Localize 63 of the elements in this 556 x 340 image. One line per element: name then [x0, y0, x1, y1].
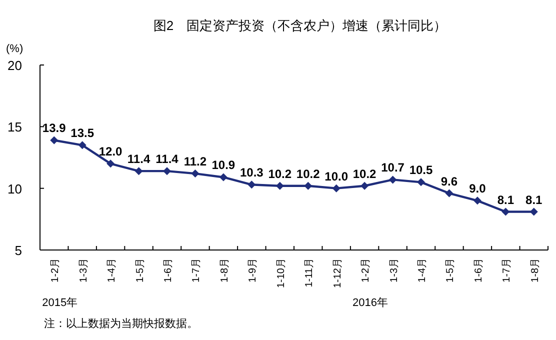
point	[134, 167, 143, 176]
data-label: 9.6	[440, 174, 458, 188]
x-tick-label: 1-8月	[219, 258, 230, 282]
text: 注：以上数据为当期快报数据。	[44, 317, 198, 330]
data-label: 10.9	[212, 158, 236, 172]
y-tick-label: 10	[8, 181, 22, 196]
point	[473, 196, 482, 205]
point	[332, 184, 340, 192]
x-tick-label: 1-12月	[332, 258, 344, 288]
y-tick-label: 15	[8, 120, 22, 135]
text: 2016年	[352, 297, 388, 309]
point	[530, 208, 538, 216]
data-label: 10.3	[240, 166, 264, 180]
data-label: 9.0	[469, 182, 486, 196]
point	[502, 208, 510, 216]
y-tick-label: 20	[8, 58, 22, 73]
x-tick-label: 1-6月	[163, 258, 174, 282]
point	[248, 180, 256, 189]
x-tick-label: 1-7月	[191, 258, 202, 282]
point	[191, 170, 200, 178]
x-tick-label: 1-8月	[530, 258, 541, 282]
data-label: 10.2	[296, 166, 320, 181]
point	[360, 182, 369, 190]
data-label: 10.0	[324, 169, 348, 184]
data-label: 8.1	[526, 192, 543, 207]
data-label: 10.5	[409, 163, 433, 178]
data-label: 11.2	[184, 154, 207, 169]
point	[219, 173, 228, 182]
x-tick-label: 1-7月	[502, 258, 513, 282]
x-tick-label: 1-2月	[50, 258, 62, 282]
x-tick-label: 1-6月	[473, 258, 484, 282]
data-label: 13.5	[70, 126, 94, 140]
data-label: 12.0	[98, 144, 123, 159]
data-label: 10.2	[352, 166, 377, 181]
data-label: 11.4	[127, 152, 150, 166]
data-label: 10.7	[381, 160, 405, 175]
x-tick-label: 1-4月	[106, 258, 118, 282]
point	[417, 178, 425, 186]
x-tick-label: 1-10月	[276, 258, 287, 288]
x-tick-label: 1-5月	[134, 258, 146, 282]
x-tick-label: 1-9月	[248, 258, 259, 282]
point	[163, 167, 171, 176]
x-tick-label: 1-5月	[445, 258, 456, 282]
x-tick-label: 1-4月	[417, 258, 428, 282]
text: 2015年	[42, 297, 78, 309]
data-label: 10.2	[268, 166, 292, 181]
point	[304, 182, 312, 190]
point	[50, 136, 58, 144]
point	[388, 176, 397, 184]
data-label: 13.9	[42, 121, 66, 136]
point	[106, 160, 115, 168]
x-tick-label: 1-2月	[360, 258, 372, 282]
x-tick-label: 1-3月	[388, 258, 400, 282]
x-tick-label: 1-3月	[78, 258, 90, 282]
data-label: 8.1	[497, 192, 514, 207]
point	[276, 182, 284, 190]
point	[78, 141, 86, 150]
data-label: 11.4	[156, 152, 179, 166]
y-tick-label: 5	[14, 243, 22, 258]
y-axis-title: (%)	[6, 43, 24, 55]
chart-title: 图2 固定资产投资（不含农户）增速（累计同比）	[153, 18, 447, 33]
point	[445, 189, 454, 198]
x-tick-label: 1-11月	[304, 258, 316, 288]
